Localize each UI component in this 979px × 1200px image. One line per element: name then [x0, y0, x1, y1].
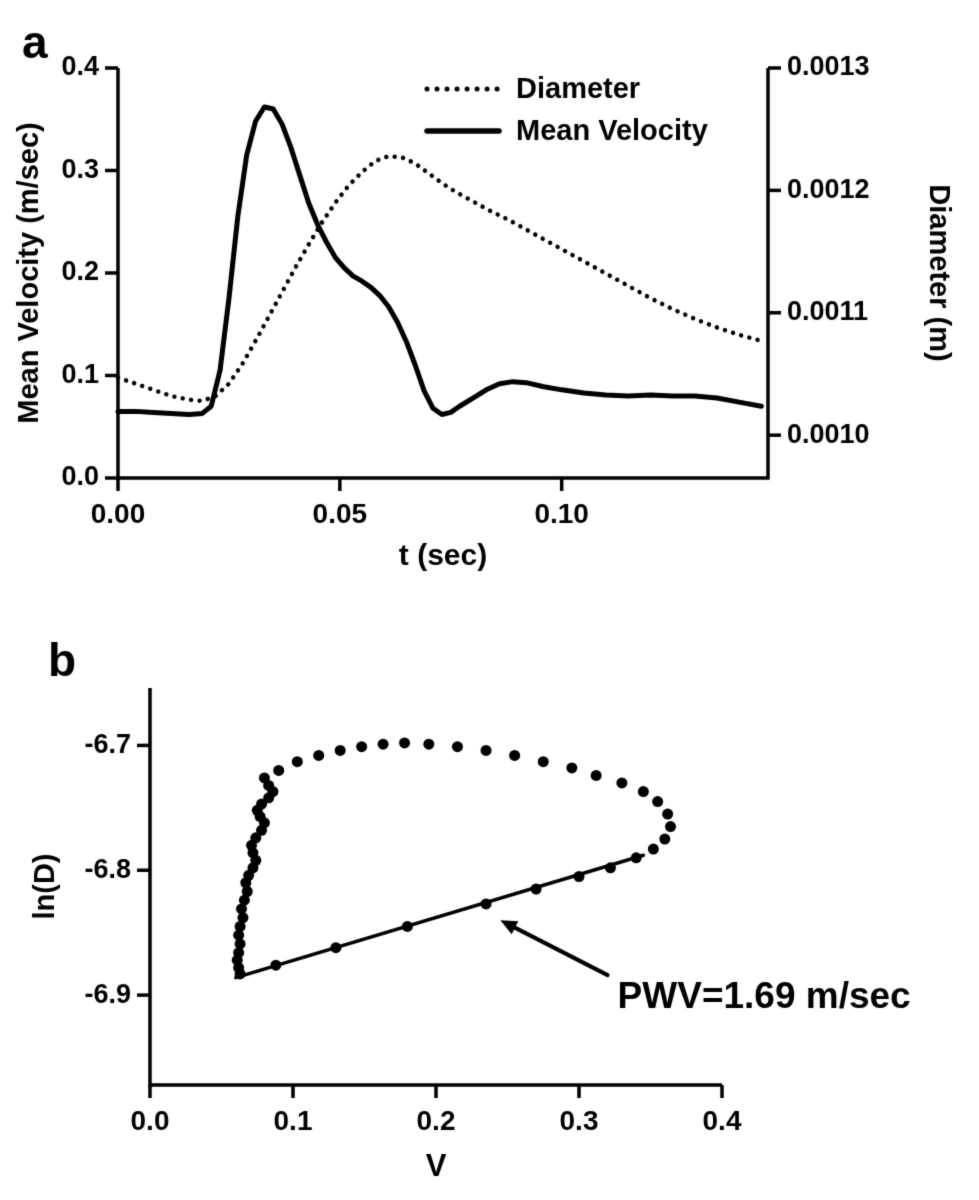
panel-a-canvas	[0, 0, 979, 620]
panel-b	[0, 620, 979, 1200]
panel-b-canvas	[0, 620, 979, 1200]
panel-a	[0, 0, 979, 620]
